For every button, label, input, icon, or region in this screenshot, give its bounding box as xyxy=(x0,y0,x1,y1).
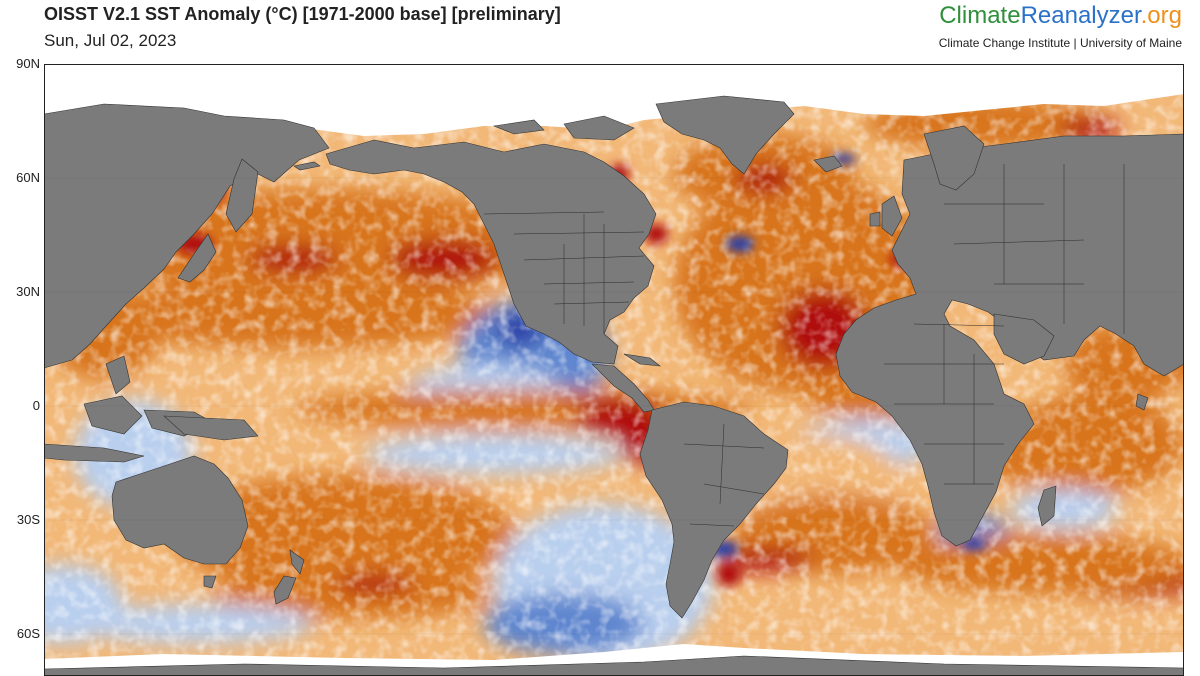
lat-label-30n: 30N xyxy=(16,284,40,299)
brand-org-suffix: .org xyxy=(1140,2,1182,29)
political-borders xyxy=(483,164,1125,527)
lat-label-30s: 30S xyxy=(16,512,40,527)
lat-label-90n: 90N xyxy=(16,56,40,71)
brand-logo[interactable]: ClimateReanalyzer.org xyxy=(939,2,1182,30)
brand-reanalyzer: Reanalyzer xyxy=(1020,2,1141,29)
map-date: Sun, Jul 02, 2023 xyxy=(44,31,177,50)
brand-climate: Climate xyxy=(939,2,1021,29)
graticule xyxy=(44,177,1184,635)
lat-label-60n: 60N xyxy=(16,170,40,185)
map-title: OISST V2.1 SST Anomaly (°C) [1971-2000 b… xyxy=(44,4,561,24)
lat-label-60s: 60S xyxy=(16,626,40,641)
brand-affiliation: Climate Change Institute | University of… xyxy=(938,36,1182,50)
land xyxy=(44,95,1184,676)
sst-anomaly-map[interactable] xyxy=(44,64,1184,676)
lat-label-0: 0 xyxy=(32,398,40,413)
